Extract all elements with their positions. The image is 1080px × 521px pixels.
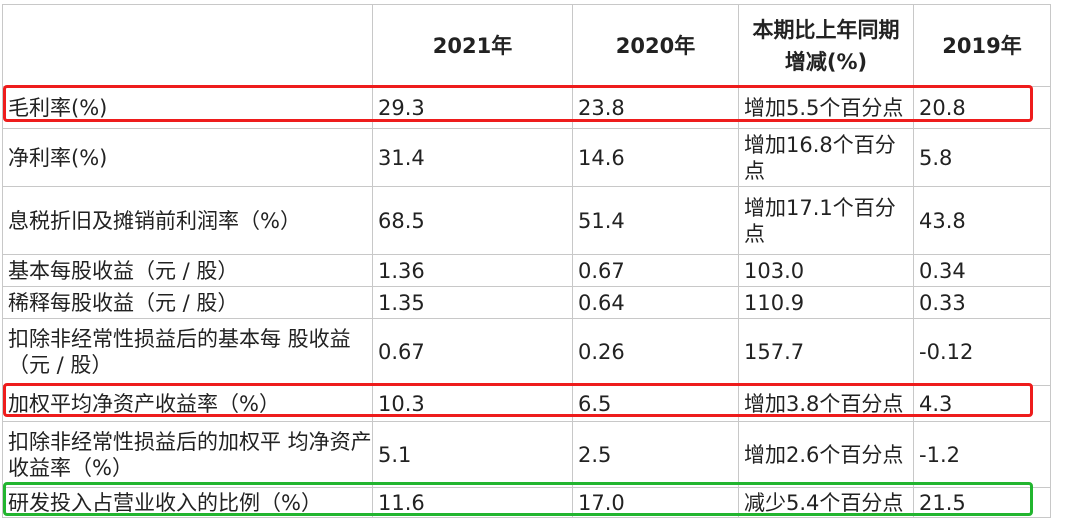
cell-2019: 5.8: [913, 128, 1051, 187]
row-label: 扣除非经常性损益后的基本每 股收益（元 / 股）: [2, 318, 373, 386]
cell-2019: 21.5: [913, 487, 1051, 518]
cell-change: 减少5.4个百分点: [738, 487, 914, 518]
cell-2020: 23.8: [572, 86, 739, 129]
header-2019: 2019年: [913, 4, 1051, 87]
row-label: 基本每股收益（元 / 股）: [2, 254, 373, 287]
row-label: 息税折旧及摊销前利润率（%）: [2, 186, 373, 255]
cell-2019: 0.34: [913, 254, 1051, 287]
cell-2019: 20.8: [913, 86, 1051, 129]
cell-2020: 0.64: [572, 286, 739, 319]
cell-2019: -1.2: [913, 421, 1051, 488]
cell-2020: 6.5: [572, 385, 739, 422]
cell-2020: 51.4: [572, 186, 739, 255]
cell-2021: 1.35: [372, 286, 573, 319]
table-row: 基本每股收益（元 / 股） 1.36 0.67 103.0 0.34: [2, 254, 1051, 287]
table-row: 加权平均净资产收益率（%） 10.3 6.5 增加3.8个百分点 4.3: [2, 385, 1051, 422]
table-row: 扣除非经常性损益后的基本每 股收益（元 / 股） 0.67 0.26 157.7…: [2, 318, 1051, 386]
cell-2019: 0.33: [913, 286, 1051, 319]
row-label: 扣除非经常性损益后的加权平 均净资产收益率（%）: [2, 421, 373, 488]
cell-change: 110.9: [738, 286, 914, 319]
cell-2020: 2.5: [572, 421, 739, 488]
cell-2021: 0.67: [372, 318, 573, 386]
header-row: 2021年 2020年 本期比上年同期增减(%) 2019年: [2, 4, 1051, 87]
cell-change: 103.0: [738, 254, 914, 287]
table-row: 研发投入占营业收入的比例（%） 11.6 17.0 减少5.4个百分点 21.5: [2, 487, 1051, 518]
table-row: 毛利率(%) 29.3 23.8 增加5.5个百分点 20.8: [2, 86, 1051, 129]
cell-change: 157.7: [738, 318, 914, 386]
cell-2020: 17.0: [572, 487, 739, 518]
cell-change: 增加3.8个百分点: [738, 385, 914, 422]
table-row: 扣除非经常性损益后的加权平 均净资产收益率（%） 5.1 2.5 增加2.6个百…: [2, 421, 1051, 488]
cell-2020: 0.67: [572, 254, 739, 287]
table-row: 稀释每股收益（元 / 股） 1.35 0.64 110.9 0.33: [2, 286, 1051, 319]
row-label: 研发投入占营业收入的比例（%）: [2, 487, 373, 518]
cell-change: 增加2.6个百分点: [738, 421, 914, 488]
row-label: 稀释每股收益（元 / 股）: [2, 286, 373, 319]
cell-2021: 68.5: [372, 186, 573, 255]
cell-2020: 0.26: [572, 318, 739, 386]
cell-2021: 29.3: [372, 86, 573, 129]
table-row: 净利率(%) 31.4 14.6 增加16.8个百分点 5.8: [2, 128, 1051, 187]
cell-2019: -0.12: [913, 318, 1051, 386]
cell-2019: 4.3: [913, 385, 1051, 422]
header-change: 本期比上年同期增减(%): [738, 4, 914, 87]
financial-metrics-table: 2021年 2020年 本期比上年同期增减(%) 2019年 毛利率(%) 29…: [2, 4, 1051, 518]
cell-2021: 5.1: [372, 421, 573, 488]
cell-change: 增加17.1个百分点: [738, 186, 914, 255]
header-2020: 2020年: [572, 4, 739, 87]
row-label: 毛利率(%): [2, 86, 373, 129]
row-label: 加权平均净资产收益率（%）: [2, 385, 373, 422]
row-label: 净利率(%): [2, 128, 373, 187]
cell-2019: 43.8: [913, 186, 1051, 255]
cell-change: 增加16.8个百分点: [738, 128, 914, 187]
table-row: 息税折旧及摊销前利润率（%） 68.5 51.4 增加17.1个百分点 43.8: [2, 186, 1051, 255]
cell-2021: 31.4: [372, 128, 573, 187]
cell-2021: 11.6: [372, 487, 573, 518]
cell-2020: 14.6: [572, 128, 739, 187]
header-label: [2, 4, 373, 87]
cell-2021: 10.3: [372, 385, 573, 422]
cell-2021: 1.36: [372, 254, 573, 287]
cell-change: 增加5.5个百分点: [738, 86, 914, 129]
header-2021: 2021年: [372, 4, 573, 87]
